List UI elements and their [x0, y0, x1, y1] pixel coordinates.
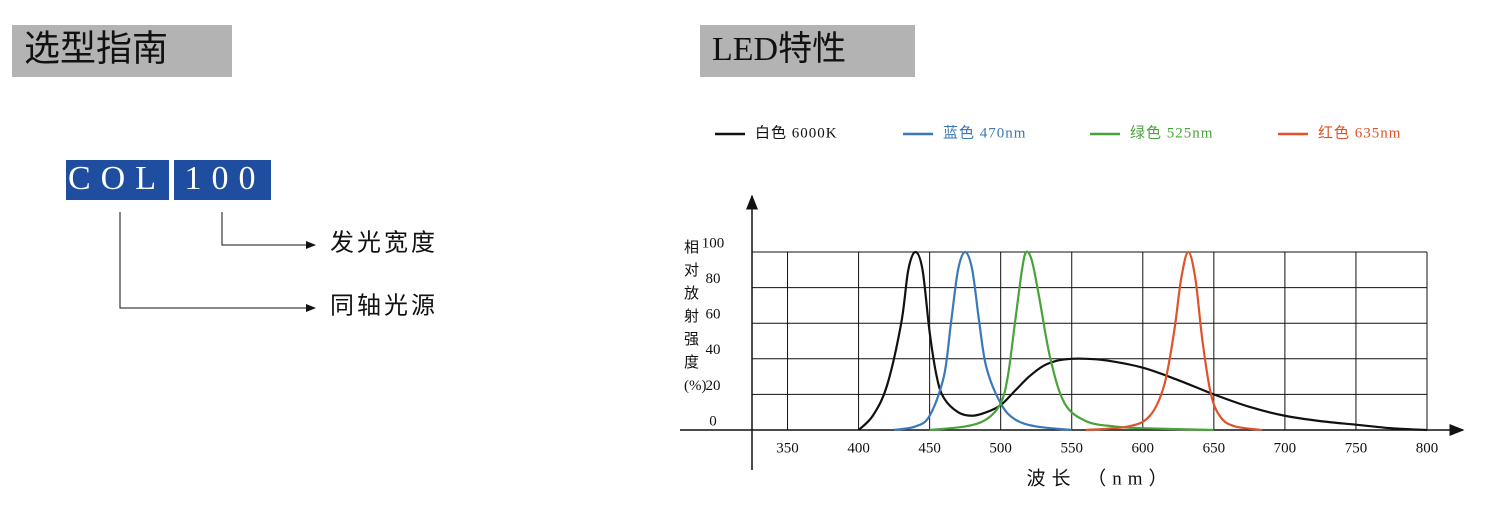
y-tick-label: 40: [706, 342, 721, 358]
code-part: COL: [68, 160, 166, 197]
header-box: [12, 25, 232, 77]
legend-label: 绿色 525nm: [1130, 124, 1213, 141]
legend-label: 白色 6000K: [755, 124, 838, 141]
y-axis-label: 相对放射强度(%): [684, 240, 707, 394]
x-tick-label: 550: [1060, 440, 1083, 456]
header-box: [700, 25, 915, 77]
y-tick-label: 20: [706, 378, 721, 394]
x-tick-label: 700: [1274, 440, 1297, 456]
legend-label: 红色 635nm: [1318, 124, 1401, 141]
series-line: [929, 250, 1214, 432]
code-label: 发光宽度: [330, 230, 438, 257]
x-axis-label: 波长 （nm）: [1026, 467, 1173, 489]
y-tick-label: 0: [709, 413, 717, 429]
x-tick-label: 650: [1203, 440, 1226, 456]
y-tick-label: 80: [706, 271, 721, 287]
x-tick-label: 800: [1416, 440, 1439, 456]
code-box: [174, 160, 271, 200]
code-part: 100: [185, 160, 266, 197]
section-title: 选型指南: [24, 28, 168, 68]
legend-label: 蓝色 470nm: [943, 124, 1026, 141]
x-tick-label: 600: [1132, 440, 1155, 456]
code-box: [66, 160, 169, 200]
series-line: [1085, 250, 1263, 432]
x-tick-label: 450: [918, 440, 941, 456]
series-line: [893, 250, 1072, 432]
series-line: [857, 250, 1428, 432]
y-tick-label: 60: [706, 307, 721, 323]
code-label: 同轴光源: [330, 293, 438, 320]
connector: [119, 212, 316, 312]
connector: [221, 212, 316, 249]
x-tick-label: 400: [847, 440, 870, 456]
x-tick-label: 500: [989, 440, 1012, 456]
y-tick-label: 100: [702, 235, 725, 251]
section-title: LED特性: [712, 30, 846, 68]
x-tick-label: 750: [1345, 440, 1368, 456]
x-tick-label: 350: [776, 440, 799, 456]
